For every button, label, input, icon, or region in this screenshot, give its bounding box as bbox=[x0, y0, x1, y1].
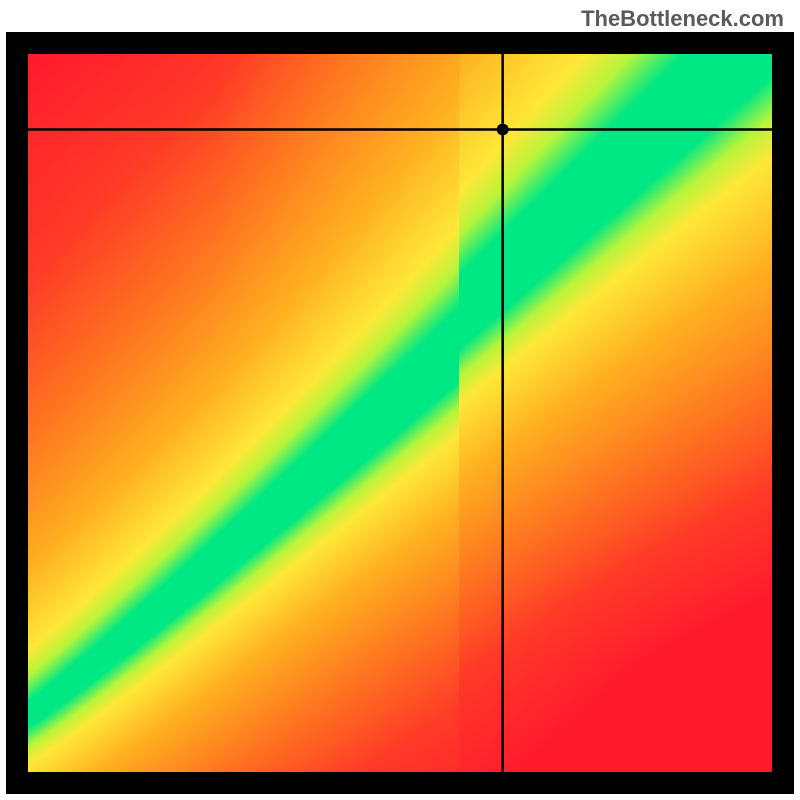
plot-area bbox=[28, 54, 772, 772]
overlay-canvas bbox=[28, 54, 772, 772]
root: TheBottleneck.com bbox=[0, 0, 800, 800]
watermark-text: TheBottleneck.com bbox=[581, 6, 784, 32]
chart-frame bbox=[6, 32, 794, 794]
